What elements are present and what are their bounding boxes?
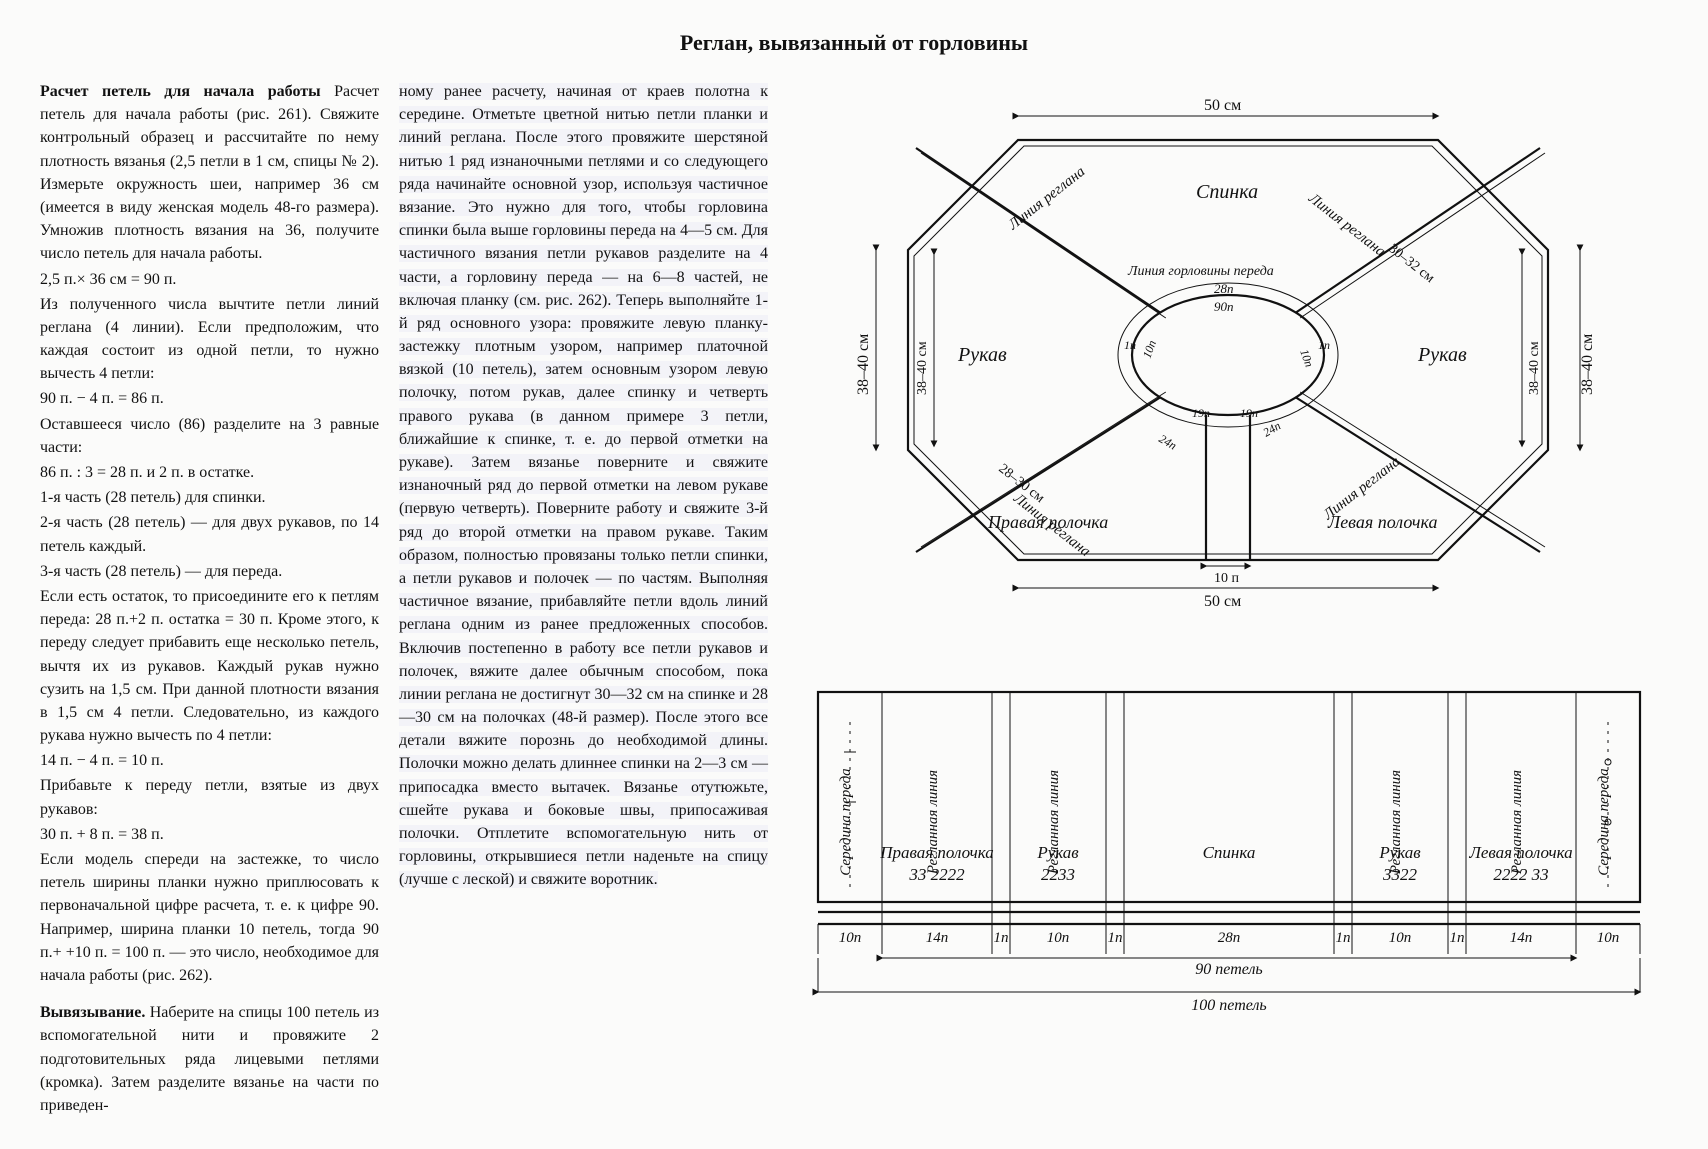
svg-text:38–40 см: 38–40 см [915, 341, 930, 395]
svg-text:1п: 1п [1108, 930, 1123, 946]
svg-text:2233: 2233 [1041, 865, 1075, 884]
svg-text:2222 33: 2222 33 [1493, 865, 1548, 884]
svg-text:Рукав: Рукав [1417, 344, 1467, 366]
svg-text:90п: 90п [1214, 299, 1234, 314]
svg-text:50 см: 50 см [1204, 593, 1241, 610]
para: 86 п. : 3 = 28 п. и 2 п. в остатке. [40, 461, 379, 484]
para: 3-я часть (28 петель) — для переда. [40, 560, 379, 583]
svg-text:Рукав: Рукав [957, 344, 1007, 366]
para: 30 п. + 8 п. = 38 п. [40, 823, 379, 846]
svg-text:100 петель: 100 петель [1191, 997, 1266, 1014]
svg-text:90 петель: 90 петель [1195, 961, 1262, 978]
svg-text:Линия реглана: Линия реглана [1005, 164, 1088, 234]
svg-text:14п: 14п [926, 930, 949, 946]
figures-column: Спинка Рукав Рукав Правая полочка Левая поло… [788, 80, 1668, 1022]
svg-text:38–40 см: 38–40 см [1579, 334, 1596, 395]
svg-text:19п: 19п [1240, 406, 1258, 420]
para: Если модель спереди на застежке, то числ… [40, 848, 379, 987]
svg-text:28п: 28п [1214, 281, 1234, 296]
svg-text:10 п: 10 п [1214, 571, 1240, 586]
svg-text:10п: 10п [1140, 338, 1159, 360]
svg-text:Линия реглана: Линия реглана [1305, 190, 1388, 260]
para: 90 п. − 4 п. = 86 п. [40, 387, 379, 410]
page-title: Реглан, вывязанный от горловины [40, 30, 1668, 56]
text-column-2: ному ранее расчету, начиная от краев пол… [399, 80, 768, 894]
para: Если есть остаток, то присоедините его к… [40, 585, 379, 747]
svg-text:38–40 см: 38–40 см [1527, 341, 1542, 395]
svg-text:Середина переда: Середина переда [838, 768, 854, 875]
svg-text:30–32 см: 30–32 см [1386, 241, 1438, 286]
para: ному ранее расчету, начиная от краев пол… [399, 83, 768, 888]
svg-text:10п: 10п [1047, 930, 1070, 946]
svg-text:Спинка: Спинка [1203, 843, 1256, 862]
svg-text:10п: 10п [1297, 347, 1316, 369]
para: 14 п. − 4 п. = 10 п. [40, 749, 379, 772]
para: Расчет петель для начала работы (рис. 26… [40, 83, 379, 262]
svg-text:10п: 10п [1389, 930, 1412, 946]
diagram-raglan-plan: СпинкаРукавРукавПравая полочкаЛевая поло… [788, 80, 1668, 640]
para: 2,5 п.× 36 см = 90 п. [40, 268, 379, 291]
svg-text:Рукав: Рукав [1378, 843, 1421, 862]
svg-text:1п: 1п [994, 930, 1009, 946]
svg-text:10п: 10п [1597, 930, 1620, 946]
svg-text:24п: 24п [1261, 418, 1284, 439]
lead: Расчет петель для начала работы [40, 83, 321, 100]
svg-text:1п: 1п [1450, 930, 1465, 946]
svg-text:Левая полочка: Левая полочка [1327, 512, 1437, 532]
svg-text:Правая полочка: Правая полочка [879, 843, 994, 862]
svg-text:Середина переда: Середина переда [1596, 768, 1612, 875]
svg-text:10п: 10п [839, 930, 862, 946]
diagram-stitch-strip: Середина переда10пРегланная линияПравая … [788, 662, 1668, 1022]
svg-text:Рукав: Рукав [1036, 843, 1079, 862]
svg-text:38–40 см: 38–40 см [855, 334, 872, 395]
svg-text:28п: 28п [1218, 930, 1241, 946]
para: Оставшееся число (86) разделите на 3 рав… [40, 413, 379, 459]
svg-text:1п: 1п [1318, 338, 1330, 352]
text-column-1: Расчет петель для начала работы Расчет п… [40, 80, 379, 1119]
para: 1-я часть (28 петель) для спинки. [40, 486, 379, 509]
svg-text:33 2222: 33 2222 [908, 865, 965, 884]
para: 2-я часть (28 петель) — для двух рукавов… [40, 511, 379, 557]
svg-text:Спинка: Спинка [1196, 181, 1258, 203]
svg-text:1п: 1п [1124, 338, 1136, 352]
svg-text:50 см: 50 см [1204, 97, 1241, 114]
svg-text:24п: 24п [1157, 431, 1180, 452]
svg-text:19п: 19п [1192, 406, 1210, 420]
svg-text:Линия горловины переда: Линия горловины переда [1127, 264, 1274, 279]
lead: Вывязывание. [40, 1004, 145, 1021]
svg-text:3322: 3322 [1382, 865, 1418, 884]
svg-text:Левая полочка: Левая полочка [1468, 843, 1572, 862]
page-layout: Расчет петель для начала работы Расчет п… [40, 80, 1668, 1119]
para: Прибавьте к переду петли, взятые из двух… [40, 774, 379, 820]
svg-text:14п: 14п [1510, 930, 1533, 946]
svg-text:1п: 1п [1336, 930, 1351, 946]
para: Из полученного числа вычтите петли линий… [40, 293, 379, 386]
